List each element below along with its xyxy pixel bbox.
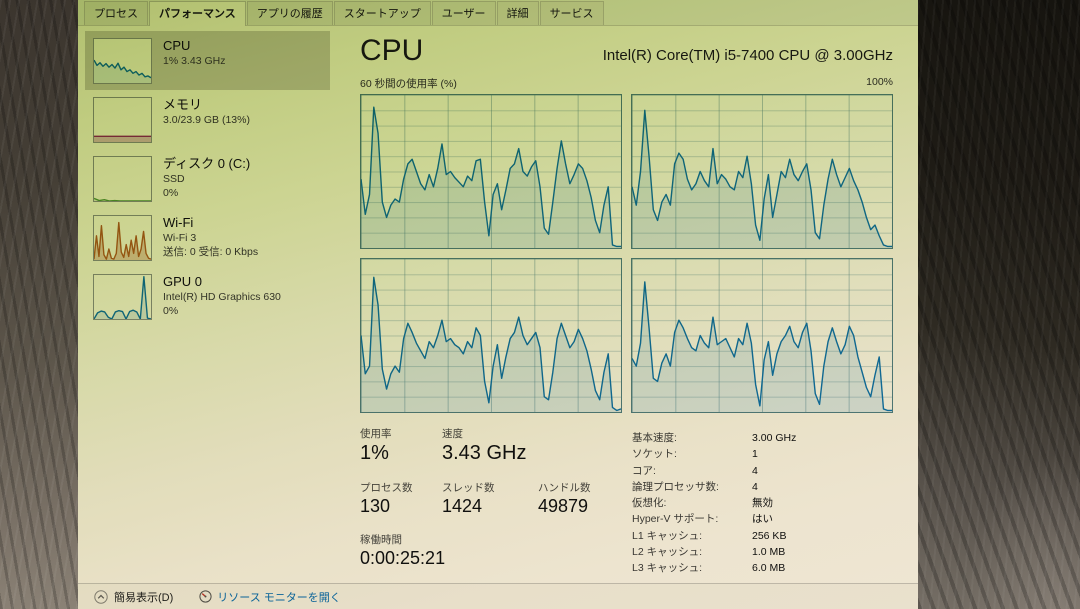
spec-row: 仮想化: 無効	[632, 497, 773, 510]
simple-view-button[interactable]: 簡易表示(D)	[94, 589, 173, 605]
sidebar-gpu-name: Intel(R) HD Graphics 630	[163, 291, 281, 303]
cpu-usage-graph-3[interactable]	[360, 258, 622, 413]
sidebar-cpu-title: CPU	[163, 38, 191, 53]
sidebar-wifi-title: Wi-Fi	[163, 215, 194, 230]
sidebar-gpu-title: GPU 0	[163, 274, 203, 289]
sidebar-memory-title: メモリ	[163, 97, 203, 112]
spec-row: L2 キャッシュ: 1.0 MB	[632, 546, 786, 559]
cpu-usage-graph-1[interactable]	[360, 94, 622, 249]
speed-stat: 速度 3.43 GHz	[442, 428, 527, 464]
spec-row: Hyper-V サポート: はい	[632, 513, 773, 526]
open-resource-monitor-link[interactable]: リソース モニターを開く	[199, 589, 341, 605]
sidebar-item-wifi[interactable]: Wi-Fi Wi-Fi 3 送信: 0 受信: 0 Kbps	[85, 208, 330, 267]
processes-stat: プロセス数 130	[360, 481, 413, 516]
usage-stat: 使用率 1%	[360, 428, 392, 464]
sidebar-gpu-usage: 0%	[163, 305, 179, 317]
desktop-wallpaper-right	[918, 0, 1080, 609]
sidebar-item-cpu[interactable]: CPU 1% 3.43 GHz	[85, 31, 330, 90]
chart-max-label: 100%	[866, 76, 893, 88]
gpu-mini-graph	[93, 274, 152, 320]
cpu-usage-graph-4[interactable]	[631, 258, 893, 413]
tab-users[interactable]: ユーザー	[431, 1, 496, 25]
cpu-usage-graph-2[interactable]	[631, 94, 893, 249]
sidebar-disk-title: ディスク 0 (C:)	[163, 156, 251, 171]
sidebar-disk-usage: 0%	[163, 187, 179, 199]
tab-bar: プロセス パフォーマンス アプリの履歴 スタートアップ ユーザー 詳細 サービス	[78, 0, 918, 26]
resource-monitor-label: リソース モニターを開く	[217, 591, 341, 604]
status-bar: 簡易表示(D) リソース モニターを開く	[78, 583, 918, 609]
cpu-detail-pane: CPU Intel(R) Core(TM) i5-7400 CPU @ 3.00…	[330, 26, 918, 583]
threads-stat: スレッド数 1424	[442, 481, 495, 516]
task-manager-window: プロセス パフォーマンス アプリの履歴 スタートアップ ユーザー 詳細 サービス…	[78, 0, 918, 609]
cpu-statistics: 使用率 1% 速度 3.43 GHz プロセス数 130 スレッド数 1424	[360, 428, 893, 577]
tab-details[interactable]: 詳細	[496, 1, 539, 25]
sidebar-item-memory[interactable]: メモリ 3.0/23.9 GB (13%)	[85, 90, 330, 149]
sidebar-item-disk[interactable]: ディスク 0 (C:) SSD 0%	[85, 149, 330, 208]
uptime-stat: 稼働時間 0:00:25:21	[360, 533, 446, 568]
chart-caption: 60 秒間の使用率 (%)	[360, 78, 457, 90]
chevron-up-circle-icon	[94, 589, 108, 604]
logical-processor-graphs	[360, 94, 893, 413]
tab-processes[interactable]: プロセス	[84, 1, 148, 25]
sidebar-wifi-adapter: Wi-Fi 3	[163, 232, 197, 244]
sidebar-memory-stats: 3.0/23.9 GB (13%)	[163, 114, 250, 126]
spec-row: L3 キャッシュ: 6.0 MB	[632, 562, 786, 575]
cpu-spec-list: 基本速度: 3.00 GHz ソケット: 1 コア: 4 論理プロセッサ数: 4 仮想化…	[632, 428, 796, 577]
cpu-model-name: Intel(R) Core(TM) i5-7400 CPU @ 3.00GHz	[602, 47, 893, 64]
disk-mini-graph	[93, 156, 152, 202]
spec-row: コア: 4	[632, 464, 758, 477]
spec-row: L1 キャッシュ: 256 KB	[632, 529, 787, 542]
handles-stat: ハンドル数 49879	[538, 481, 591, 516]
simple-view-label: 簡易表示(D)	[114, 591, 174, 604]
sidebar-wifi-throughput: 送信: 0 受信: 0 Kbps	[163, 246, 259, 258]
performance-content: CPU 1% 3.43 GHz メモリ 3.0/23.9 GB (13%)	[78, 26, 918, 583]
spec-row: 基本速度: 3.00 GHz	[632, 432, 797, 444]
sidebar-cpu-stats: 1% 3.43 GHz	[163, 55, 226, 67]
page-title: CPU	[360, 34, 424, 67]
sidebar-item-gpu[interactable]: GPU 0 Intel(R) HD Graphics 630 0%	[85, 267, 330, 326]
tab-performance[interactable]: パフォーマンス	[149, 1, 246, 26]
performance-sidebar: CPU 1% 3.43 GHz メモリ 3.0/23.9 GB (13%)	[78, 26, 330, 583]
tab-app-history[interactable]: アプリの履歴	[246, 1, 333, 25]
tab-services[interactable]: サービス	[539, 1, 604, 25]
memory-mini-graph	[93, 97, 152, 143]
desktop-wallpaper-left	[0, 0, 78, 609]
spec-row: 論理プロセッサ数: 4	[632, 480, 758, 493]
tab-startup[interactable]: スタートアップ	[333, 1, 431, 25]
cpu-mini-graph	[93, 38, 152, 84]
spec-row: ソケット: 1	[632, 448, 758, 461]
wifi-mini-graph	[93, 215, 152, 261]
sidebar-disk-type: SSD	[163, 173, 185, 185]
resource-monitor-icon	[199, 590, 212, 603]
